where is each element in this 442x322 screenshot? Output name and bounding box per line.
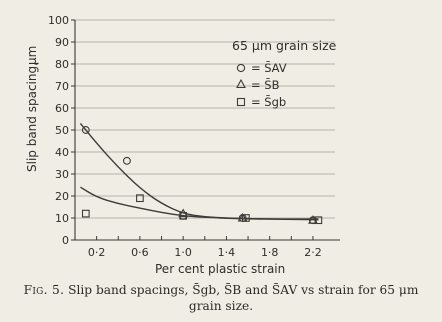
- legend-label-sb: = S̄B: [251, 78, 280, 92]
- figure-caption: Fig. 5. Slip band spacings, S̄gb, S̄B an…: [14, 282, 428, 314]
- fit-curves: [79, 122, 319, 221]
- y-tick-label: 30: [55, 168, 69, 181]
- figure-number: Fig. 5.: [23, 283, 65, 297]
- x-axis-label: Per cent plastic strain: [155, 262, 285, 276]
- y-tick-label: 10: [55, 212, 69, 225]
- x-tick-label: 1·4: [218, 246, 236, 259]
- gridlines: [75, 19, 335, 219]
- data-markers: [81, 126, 323, 225]
- legend: 65 μm grain size = S̄AV = S̄B = S̄gb: [232, 38, 337, 109]
- y-axis-label: Slip band spacing,: [25, 62, 39, 172]
- y-tick-label: 40: [55, 146, 69, 159]
- legend-label-sav: = S̄AV: [251, 61, 287, 75]
- data-point-square: [179, 211, 188, 220]
- legend-label-sgb: = S̄gb: [251, 95, 286, 109]
- y-axis-unit: μm: [25, 46, 39, 65]
- x-tick-label: 2·2: [304, 246, 322, 259]
- y-tick-label: 80: [55, 58, 69, 71]
- y-tick-label: 20: [55, 190, 69, 203]
- fit-curve-series-2: [80, 186, 319, 221]
- data-point-square: [136, 194, 144, 203]
- data-point-square: [242, 214, 250, 222]
- y-tick-label: 100: [48, 14, 69, 27]
- x-tick-label: 1·0: [174, 246, 192, 259]
- x-tick-label: 0·6: [131, 246, 149, 259]
- data-point-circle: [81, 126, 90, 134]
- data-point-triangle: [178, 208, 189, 218]
- ticks: 0 10 20 30 40 50 60 70 80 90 100 0·2 0·6 1·0 1·4 1·8 2·2: [48, 14, 322, 259]
- x-tick-label: 0·2: [88, 246, 106, 259]
- x-tick-label: 1·8: [261, 246, 279, 259]
- data-point-square: [314, 216, 323, 225]
- fit-curve-series-0: [79, 122, 319, 220]
- legend-circle-marker: [236, 63, 246, 73]
- y-tick-label: 70: [55, 80, 69, 93]
- caption-text: Slip band spacings, S̄gb, S̄B and S̄AV v…: [68, 283, 419, 313]
- y-tick-label: 50: [55, 124, 69, 137]
- chart: 0 10 20 30 40 50 60 70 80 90 100 0·2 0·6 1·0 1·4 1·8 2·2…: [25, 14, 340, 276]
- y-tick-label: 90: [55, 36, 69, 49]
- data-point-circle: [122, 156, 131, 165]
- legend-triangle-marker: [236, 78, 246, 89]
- legend-square-marker: [236, 97, 246, 107]
- y-tick-label: 0: [62, 234, 69, 247]
- y-tick-label: 60: [55, 102, 69, 115]
- data-point-square: [81, 209, 90, 218]
- legend-title: 65 μm grain size: [232, 38, 337, 53]
